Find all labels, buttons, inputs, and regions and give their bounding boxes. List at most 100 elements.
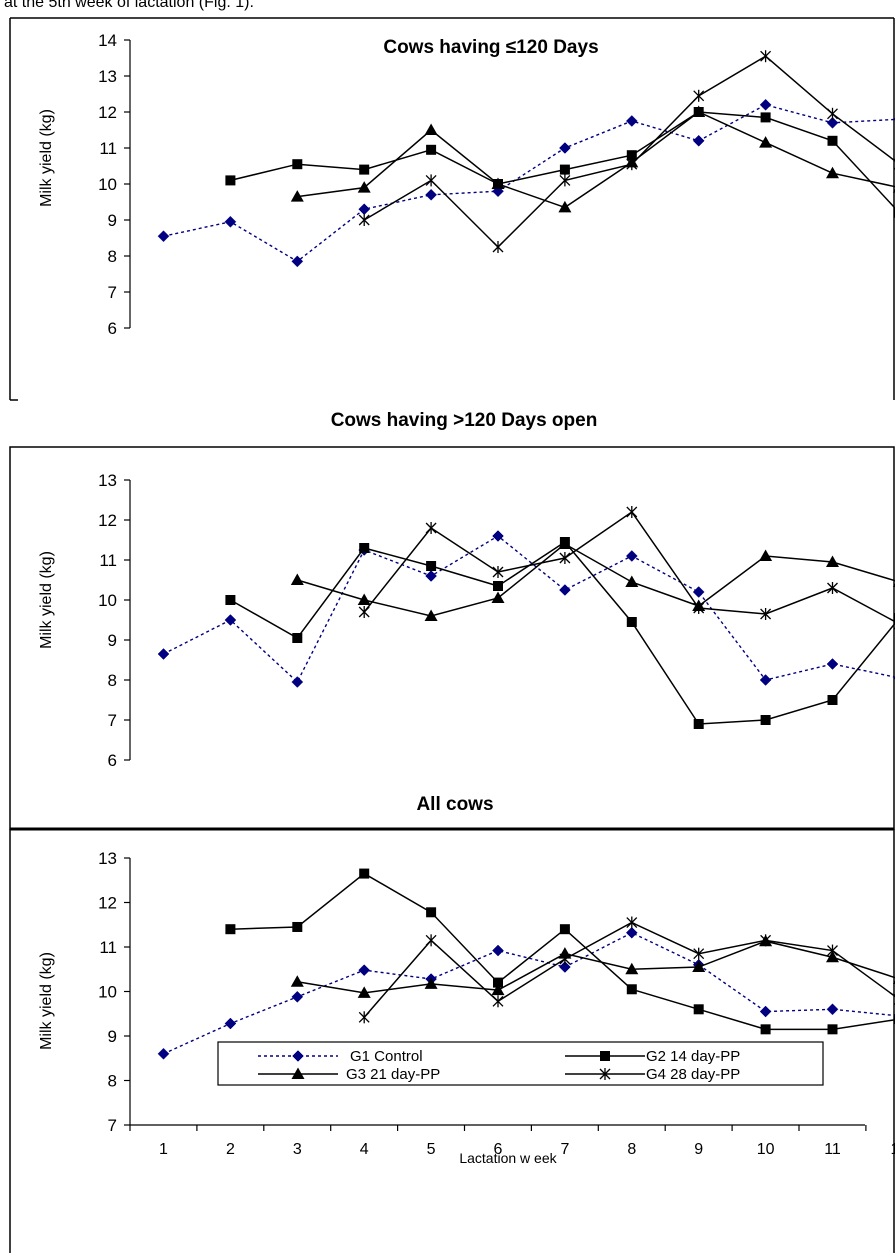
- panel2-data-point-g3: [491, 591, 505, 603]
- panel3-title: All cows: [416, 794, 493, 815]
- panel1-ytick-label: 14: [98, 31, 117, 50]
- panel3-data-point-g3: [491, 983, 505, 996]
- panel2-data-point-g3: [424, 609, 438, 621]
- legend-marker-g1: [292, 1050, 304, 1062]
- panel1-data-point-g1: [157, 230, 170, 243]
- panel1-data-point-g3: [692, 105, 706, 117]
- panel3-ytick-label: 11: [99, 938, 117, 957]
- panel2-data-point-g2: [760, 715, 771, 725]
- panel1-data-point-g1: [625, 115, 638, 127]
- panel2-plot: 6 7 8 9 10 11 12 13: [98, 471, 895, 770]
- panel1-data-point-g1: [425, 188, 437, 201]
- panel1-data-point-g1: [559, 142, 571, 154]
- panel2-data-point-g2: [426, 561, 437, 571]
- panel1-ytick-label: 7: [108, 283, 117, 302]
- panel2-ylabel: Milk yield (kg): [38, 551, 55, 649]
- panel1-ytick-label: 6: [108, 319, 117, 338]
- panel2-frame: [9, 446, 895, 830]
- panel1-data-point-g2: [225, 175, 236, 186]
- panel2-data-point-g2: [292, 633, 303, 643]
- panel1-data-point-g4: [358, 214, 370, 226]
- panel3-ylabel: Milk yield (kg): [38, 952, 55, 1050]
- panel2-data-point-g1: [492, 530, 504, 542]
- panel2-series-line-g3: [297, 543, 895, 617]
- panel2-data-point-g1: [826, 658, 839, 670]
- panel1-data-point-g3: [491, 177, 505, 189]
- panel3-xtick-label: 11: [824, 1141, 841, 1158]
- panel1-data-point-g1: [826, 116, 839, 129]
- panel3-ytick-label: 13: [98, 849, 117, 868]
- panel2-data-point-g2: [359, 543, 370, 553]
- panel1-ytick-label: 11: [99, 139, 117, 158]
- panel3-xtick-label: 1: [159, 1141, 168, 1158]
- panel3-xtick-label: 5: [427, 1141, 436, 1158]
- panel2-data-point-g2: [693, 719, 704, 729]
- panel1-ytick-label: 8: [108, 247, 117, 266]
- panel2-data-point-g4: [492, 566, 504, 578]
- legend: G1 Control G2 14 day-PP G3 21 day-PP G4 28 …: [217, 1041, 824, 1086]
- panel2-data-point-g3: [759, 549, 773, 561]
- panel3-plot: 78910111213123456789101112: [98, 849, 895, 1158]
- panel2-data-point-g4: [626, 506, 638, 518]
- panel3-data-point-g1: [157, 1047, 170, 1060]
- panel3-data-point-g2: [292, 921, 303, 932]
- panel3-xtick-label: 9: [694, 1141, 703, 1158]
- panel3-ytick-label: 7: [108, 1116, 117, 1135]
- legend-marker-g3: [291, 1067, 305, 1079]
- panel3-ytick-label: 8: [108, 1072, 117, 1091]
- panel1-data-point-g2: [559, 164, 570, 175]
- panel2-data-point-g3: [826, 555, 839, 567]
- legend-entry-g2: G2 14 day-PP: [565, 1048, 740, 1065]
- panel2-data-point-g1: [625, 550, 638, 562]
- panel3-data-point-g3: [357, 986, 371, 998]
- panel1-data-point-g3: [892, 188, 895, 193]
- panel1-ytick-label: 12: [98, 103, 117, 122]
- panel3-ytick-label: 10: [98, 983, 117, 1002]
- panel1-data-point-g4: [559, 174, 571, 187]
- panel1-data-point-g4: [827, 107, 838, 120]
- panel3-data-point-g3: [424, 977, 438, 989]
- panel1-data-point-g4: [492, 241, 504, 253]
- panel1-data-point-g1: [692, 134, 705, 147]
- panel2-data-point-g2: [827, 695, 838, 705]
- legend-entry-g1: G1 Control: [258, 1048, 423, 1065]
- panel1-data-point-g3: [759, 136, 773, 148]
- panel2-data-point-g1: [692, 586, 705, 598]
- panel3-data-point-g4: [827, 944, 838, 957]
- panel1-title: Cows having ≤120 Days: [383, 37, 598, 58]
- panel3-data-point-g3: [692, 960, 706, 973]
- panel3-data-point-g1: [625, 926, 638, 939]
- panel2-data-point-g4: [425, 522, 437, 534]
- panel1-data-point-g2: [359, 164, 370, 175]
- panel3-data-point-g3: [892, 980, 895, 985]
- panel3-data-point-g2: [559, 924, 570, 935]
- panel2-series-line-g2: [230, 541, 895, 725]
- legend-marker-g2: [600, 1051, 610, 1061]
- legend-label-g4: G4 28 day-PP: [646, 1066, 740, 1083]
- legend-label-g2: G2 14 day-PP: [646, 1048, 740, 1065]
- panel3-data-point-g3: [625, 962, 639, 975]
- panel3-xtick-label: 3: [293, 1141, 302, 1158]
- panel3-data-point-g4: [492, 995, 504, 1008]
- panel2-data-point-g3: [290, 573, 304, 585]
- panel2-ytick-label: 6: [108, 751, 117, 770]
- panel2-series-line-g4: [363, 510, 895, 623]
- panel3-data-point-g4: [693, 947, 705, 960]
- panel2-title: Cows having >120 Days open: [331, 410, 598, 431]
- panel3-xtick-label: 6: [494, 1141, 503, 1158]
- panel3-data-point-g2: [626, 984, 637, 995]
- panel3-data-point-g2: [493, 977, 503, 988]
- panel3-data-point-g2: [693, 1004, 704, 1015]
- panel1-data-point-g3: [290, 190, 304, 202]
- panel3-series-line-g3: [297, 940, 895, 994]
- panel1-ytick-label: 10: [98, 175, 117, 194]
- panel3-xlabel: Lactation w eek: [459, 1150, 557, 1166]
- panel2-data-point-g2: [225, 595, 236, 605]
- panel2-data-point-g1: [291, 676, 304, 688]
- panel3-xtick-label: 8: [627, 1141, 636, 1158]
- panel3-data-point-g2: [426, 907, 437, 918]
- panel1-plot: 6 7 8 9 10 11 12 13 14: [98, 31, 895, 338]
- panel2-ytick-label: 8: [108, 671, 117, 690]
- panel2-data-point-g1: [559, 584, 571, 596]
- panel2-data-point-g1: [425, 570, 437, 582]
